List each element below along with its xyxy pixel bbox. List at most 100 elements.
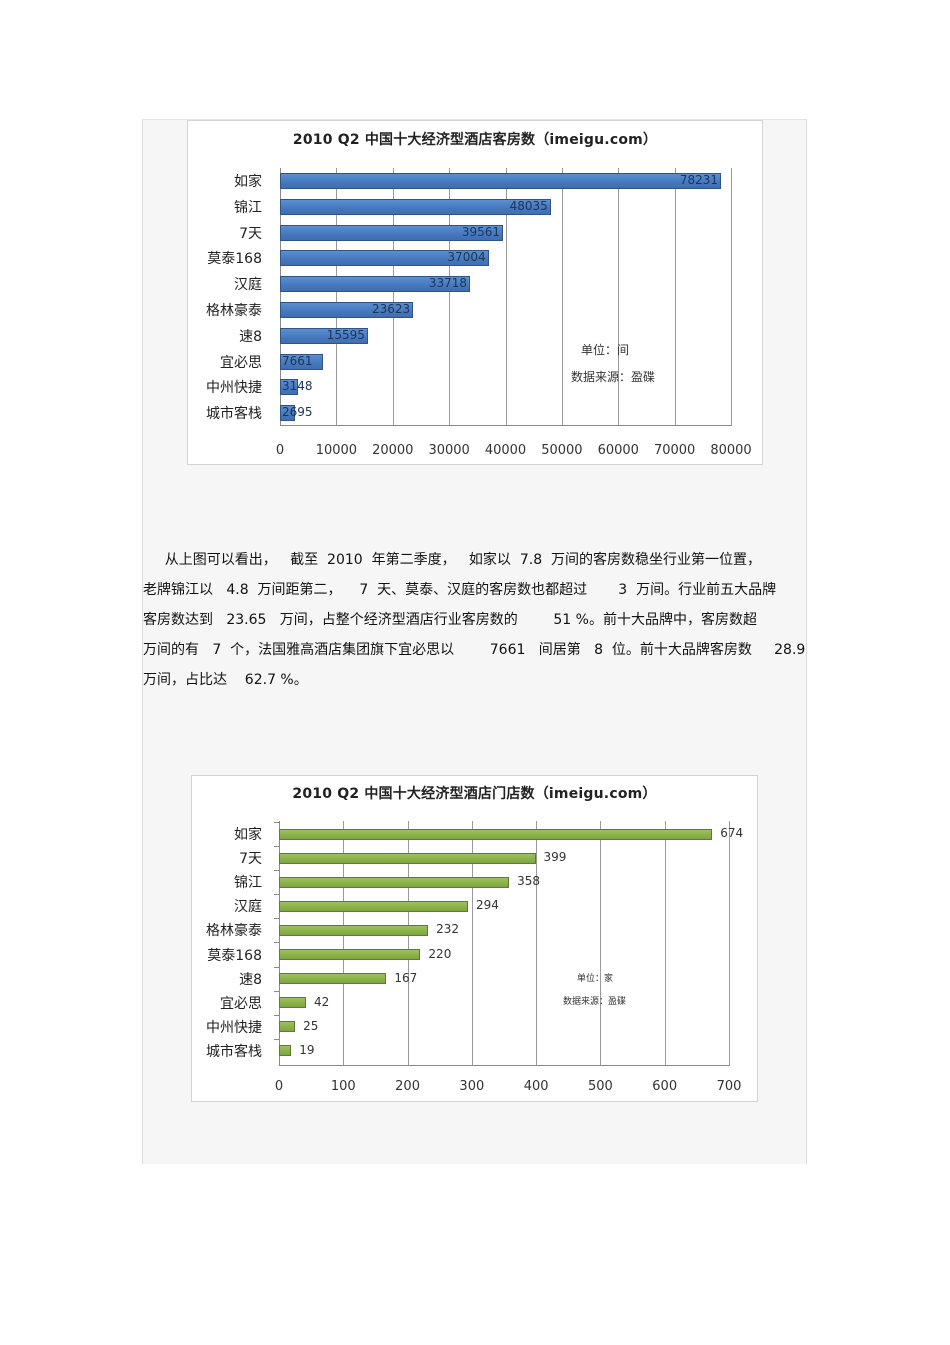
gridline (343, 821, 345, 1066)
y-tick (274, 990, 279, 992)
y-tick (274, 918, 279, 920)
y-tick (274, 894, 279, 896)
x-tick-label: 700 (716, 1079, 742, 1094)
paragraph-line: 万间的有 7 个，法国雅高酒店集团旗下宜必思以 7661 间居第 8 位。前十大… (143, 642, 806, 658)
y-axis (280, 168, 281, 426)
category-label: 莫泰168 (207, 251, 262, 268)
gridline (674, 168, 676, 426)
value-label: 19 (299, 1042, 315, 1057)
bar (280, 276, 471, 293)
x-tick-label: 600 (652, 1079, 678, 1094)
value-label: 15595 (326, 327, 365, 342)
gridline (618, 168, 620, 426)
category-label: 汉庭 (234, 277, 262, 294)
y-tick (274, 870, 279, 872)
bar (280, 250, 489, 267)
category-label: 7天 (239, 225, 262, 242)
x-tick-label: 30000 (428, 443, 470, 458)
bar (280, 379, 298, 396)
category-label: 宜必思 (220, 354, 262, 371)
x-tick-label: 300 (459, 1079, 485, 1094)
bar (279, 828, 713, 840)
y-tick (274, 821, 279, 823)
bar (280, 302, 414, 318)
x-tick-label: 40000 (484, 443, 527, 458)
gridline (505, 168, 507, 426)
gridline (407, 821, 409, 1066)
x-tick-label: 400 (523, 1079, 549, 1094)
source-note: 数据来源：盈碟 (563, 997, 627, 1007)
category-label: 城市客栈 (206, 406, 262, 423)
x-tick-label: 0 (274, 1079, 284, 1094)
gridline (731, 168, 732, 426)
value-label: 399 (543, 850, 567, 865)
bar (279, 900, 468, 912)
value-label: 220 (428, 946, 452, 961)
paragraph-line: 客房数达到 23.65 万间，占整个经济型酒店行业客房数的 51 %。前十大品牌… (143, 612, 757, 628)
bar (279, 973, 387, 985)
y-tick (274, 1014, 279, 1016)
chart-title: 2010 Q2 中国十大经济型酒店门店数（imeigu.com） (292, 786, 657, 802)
x-axis (280, 425, 732, 426)
bar (279, 924, 429, 936)
y-tick (274, 942, 279, 944)
category-label: 速8 (239, 328, 262, 345)
category-label: 中州快捷 (206, 1019, 262, 1036)
bar (280, 198, 551, 215)
x-tick-label: 500 (588, 1079, 613, 1094)
value-label: 25 (303, 1018, 319, 1033)
bar (279, 1045, 292, 1057)
category-label: 如家 (234, 174, 262, 190)
category-label: 7天 (239, 851, 262, 868)
x-tick-label: 50000 (541, 443, 583, 458)
gridline (600, 821, 602, 1066)
paragraph-line: 万间，占比达 62.7 %。 (143, 672, 308, 688)
paragraph-line: 老牌锦江以 4.8 万间距第二， 7 天、莫泰、汉庭的客房数也都超过 3 万间。… (143, 582, 777, 598)
gridline (471, 821, 473, 1066)
gridline (392, 168, 394, 426)
unit-note: 单位：家 (577, 974, 614, 984)
y-tick (274, 1038, 279, 1040)
category-label: 速8 (239, 971, 262, 988)
bar (279, 1021, 296, 1033)
category-label: 宜必思 (220, 995, 262, 1012)
x-tick-label: 20000 (372, 443, 414, 458)
bar (280, 224, 504, 241)
x-tick-label: 200 (395, 1079, 420, 1094)
value-label: 42 (314, 994, 330, 1009)
category-label: 格林豪泰 (206, 923, 262, 940)
source-note: 数据来源：盈碟 (571, 370, 656, 384)
value-label: 78231 (679, 173, 719, 187)
category-label: 莫泰168 (207, 947, 262, 964)
value-label: 33718 (428, 276, 468, 291)
category-label: 锦江 (234, 199, 262, 216)
unit-note: 单位：间 (581, 343, 630, 357)
value-label: 358 (517, 874, 541, 889)
value-label: 39561 (461, 224, 501, 239)
gridline (449, 168, 451, 426)
bar (280, 405, 296, 422)
x-tick-label: 80000 (710, 443, 752, 458)
gridline (729, 821, 730, 1066)
bar (280, 353, 324, 370)
x-tick-label: 60000 (597, 443, 639, 458)
value-label: 37004 (447, 250, 486, 265)
value-label: 48035 (509, 198, 548, 213)
value-label: 7661 (282, 353, 313, 368)
value-label: 3148 (282, 379, 313, 394)
category-label: 中州快捷 (206, 380, 262, 397)
gridline (336, 168, 338, 426)
x-tick-label: 10000 (315, 443, 358, 458)
stores-bar-chart: 2010 Q2 中国十大经济型酒店门店数（imeigu.com） 674 399 3… (191, 775, 758, 1102)
y-tick (274, 846, 279, 848)
gridline (561, 168, 563, 426)
y-tick (274, 966, 279, 968)
analysis-paragraph: 从上图可以看出， 截至 2010 年第二季度， 如家以 7.8 万间的客房数稳坐… (143, 545, 808, 705)
x-tick-label: 0 (275, 443, 285, 458)
value-label: 167 (394, 970, 418, 985)
bar (279, 852, 536, 864)
gridline (536, 821, 538, 1066)
x-axis (279, 1065, 730, 1066)
bar (279, 876, 510, 888)
bar (279, 997, 306, 1009)
